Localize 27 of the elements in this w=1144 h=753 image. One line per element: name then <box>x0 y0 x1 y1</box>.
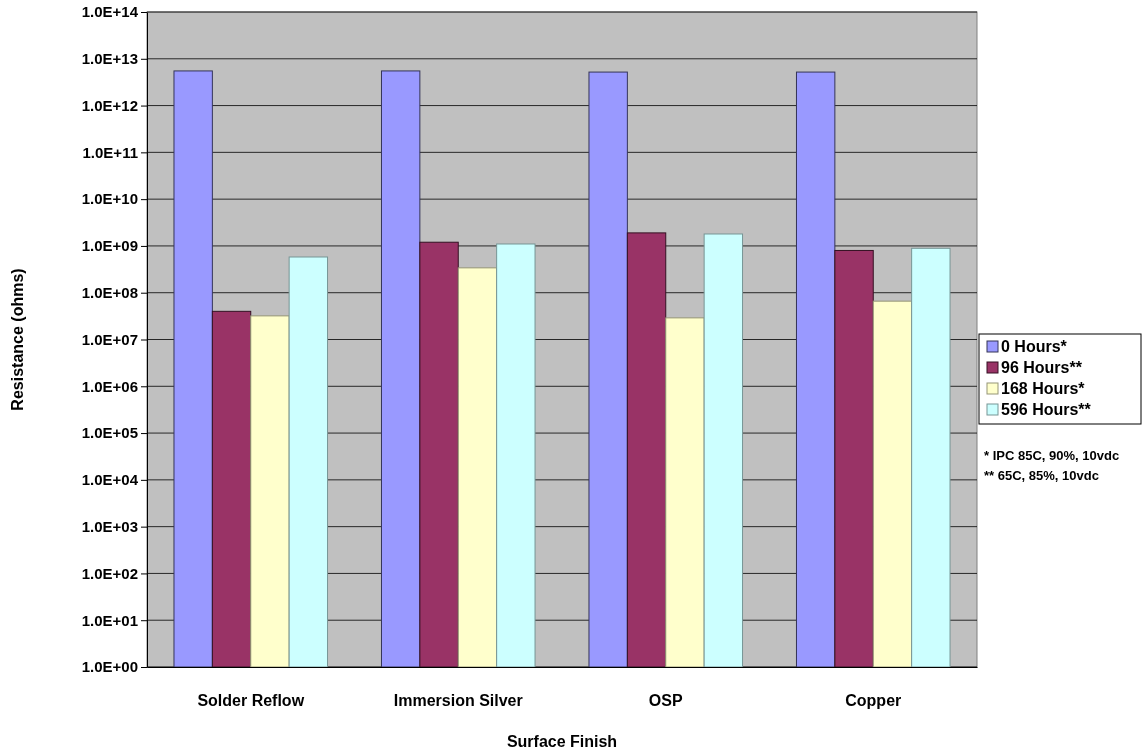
y-tick-label: 1.0E+12 <box>81 96 138 114</box>
x-axis-title: Surface Finish <box>506 733 618 750</box>
text: * IPC 85C, 90%, 10vdc <box>984 448 1120 463</box>
y-tick-label: 1.0E+14 <box>81 3 139 21</box>
y-tick-label: 1.0E+09 <box>81 237 138 255</box>
y-tick-label: 1.0E+03 <box>81 517 138 535</box>
y-tick-label: 1.0E+05 <box>81 424 138 442</box>
y-axis-title: Resistance (ohms) <box>9 268 26 411</box>
x-tick-label: Copper <box>845 692 902 710</box>
y-tick-label: 1.0E+11 <box>82 143 138 161</box>
legend-label: 0 Hours* <box>1001 338 1068 355</box>
legend-label: 96 Hours** <box>1001 359 1083 376</box>
y-tick-label: 1.0E+00 <box>81 658 138 676</box>
y-tick-label: 1.0E+07 <box>81 330 138 348</box>
legend-label: 168 Hours* <box>1001 380 1086 397</box>
y-tick-label: 1.0E+13 <box>81 50 138 68</box>
x-tick-label: OSP <box>648 692 683 710</box>
y-tick-label: 1.0E+08 <box>81 284 138 302</box>
y-tick-label: 1.0E+10 <box>81 190 138 208</box>
y-tick-label: 1.0E+06 <box>81 377 138 395</box>
y-tick-label: 1.0E+01 <box>81 611 138 629</box>
legend-label: 596 Hours** <box>1001 401 1092 418</box>
x-tick-label: Solder Reflow <box>197 692 305 710</box>
x-tick-label: Immersion Silver <box>393 692 523 710</box>
text: ** 65C, 85%, 10vdc <box>984 468 1099 483</box>
y-tick-label: 1.0E+02 <box>81 564 138 582</box>
y-tick-label: 1.0E+04 <box>81 471 139 489</box>
